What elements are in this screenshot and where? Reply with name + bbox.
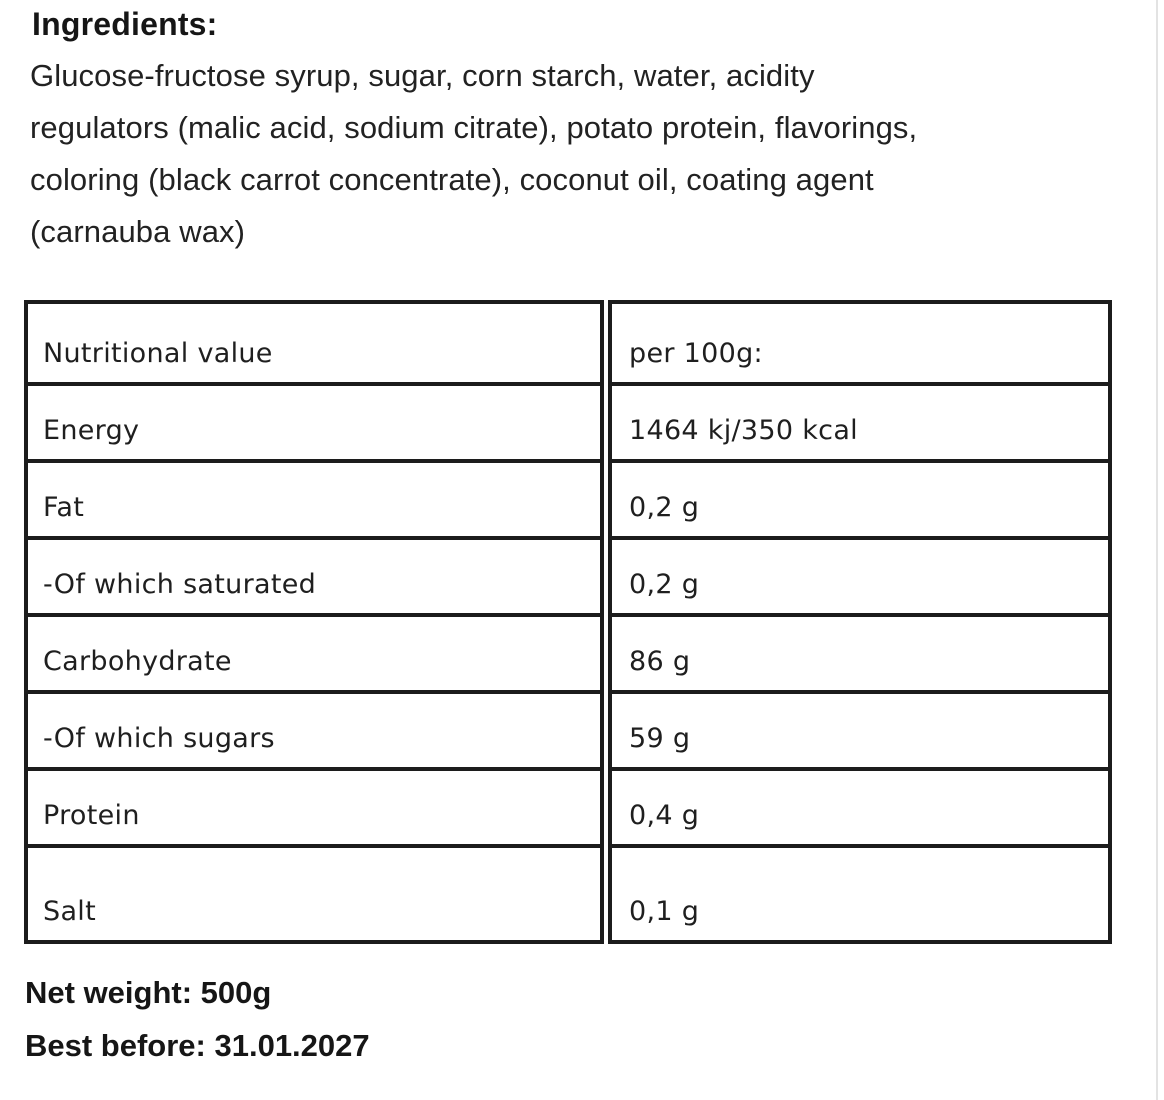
table-header-value: per 100g: [608, 300, 1112, 386]
ingredients-line: Glucose-fructose syrup, sugar, corn star… [30, 58, 815, 93]
table-row-value: 59 g [608, 690, 1112, 771]
table-row-value: 0,2 g [608, 536, 1112, 617]
ingredients-line: regulators (malic acid, sodium citrate),… [30, 110, 918, 145]
best-before-text: Best before: 31.01.2027 [25, 1028, 370, 1063]
page-edge-line [1156, 0, 1158, 1100]
ingredients-line: (carnauba wax) [30, 214, 246, 249]
table-row-value: 1464 kj/350 kcal [608, 382, 1112, 463]
table-header-label: Nutritional value [24, 300, 604, 386]
ingredients-paragraph: Glucose-fructose syrup, sugar, corn star… [30, 50, 917, 258]
ingredients-heading: Ingredients: [32, 6, 218, 42]
table-row-label: -Of which sugars [24, 690, 604, 771]
table-row-label: Fat [24, 459, 604, 540]
table-row-label: Energy [24, 382, 604, 463]
table-row-label: Salt [24, 844, 604, 944]
nutrition-table-value-column: per 100g: 1464 kj/350 kcal 0,2 g 0,2 g 8… [608, 300, 1112, 944]
package-info: Net weight: 500g Best before: 31.01.2027 [25, 966, 370, 1072]
table-row-value: 0,4 g [608, 767, 1112, 848]
table-row-value: 86 g [608, 613, 1112, 694]
table-row-label: Protein [24, 767, 604, 848]
table-row-value: 0,2 g [608, 459, 1112, 540]
table-row-label: Carbohydrate [24, 613, 604, 694]
table-row-value: 0,1 g [608, 844, 1112, 944]
table-row-label: -Of which saturated [24, 536, 604, 617]
nutrition-table-label-column: Nutritional value Energy Fat -Of which s… [24, 300, 604, 944]
net-weight-text: Net weight: 500g [25, 975, 272, 1010]
ingredients-line: coloring (black carrot concentrate), coc… [30, 162, 874, 197]
